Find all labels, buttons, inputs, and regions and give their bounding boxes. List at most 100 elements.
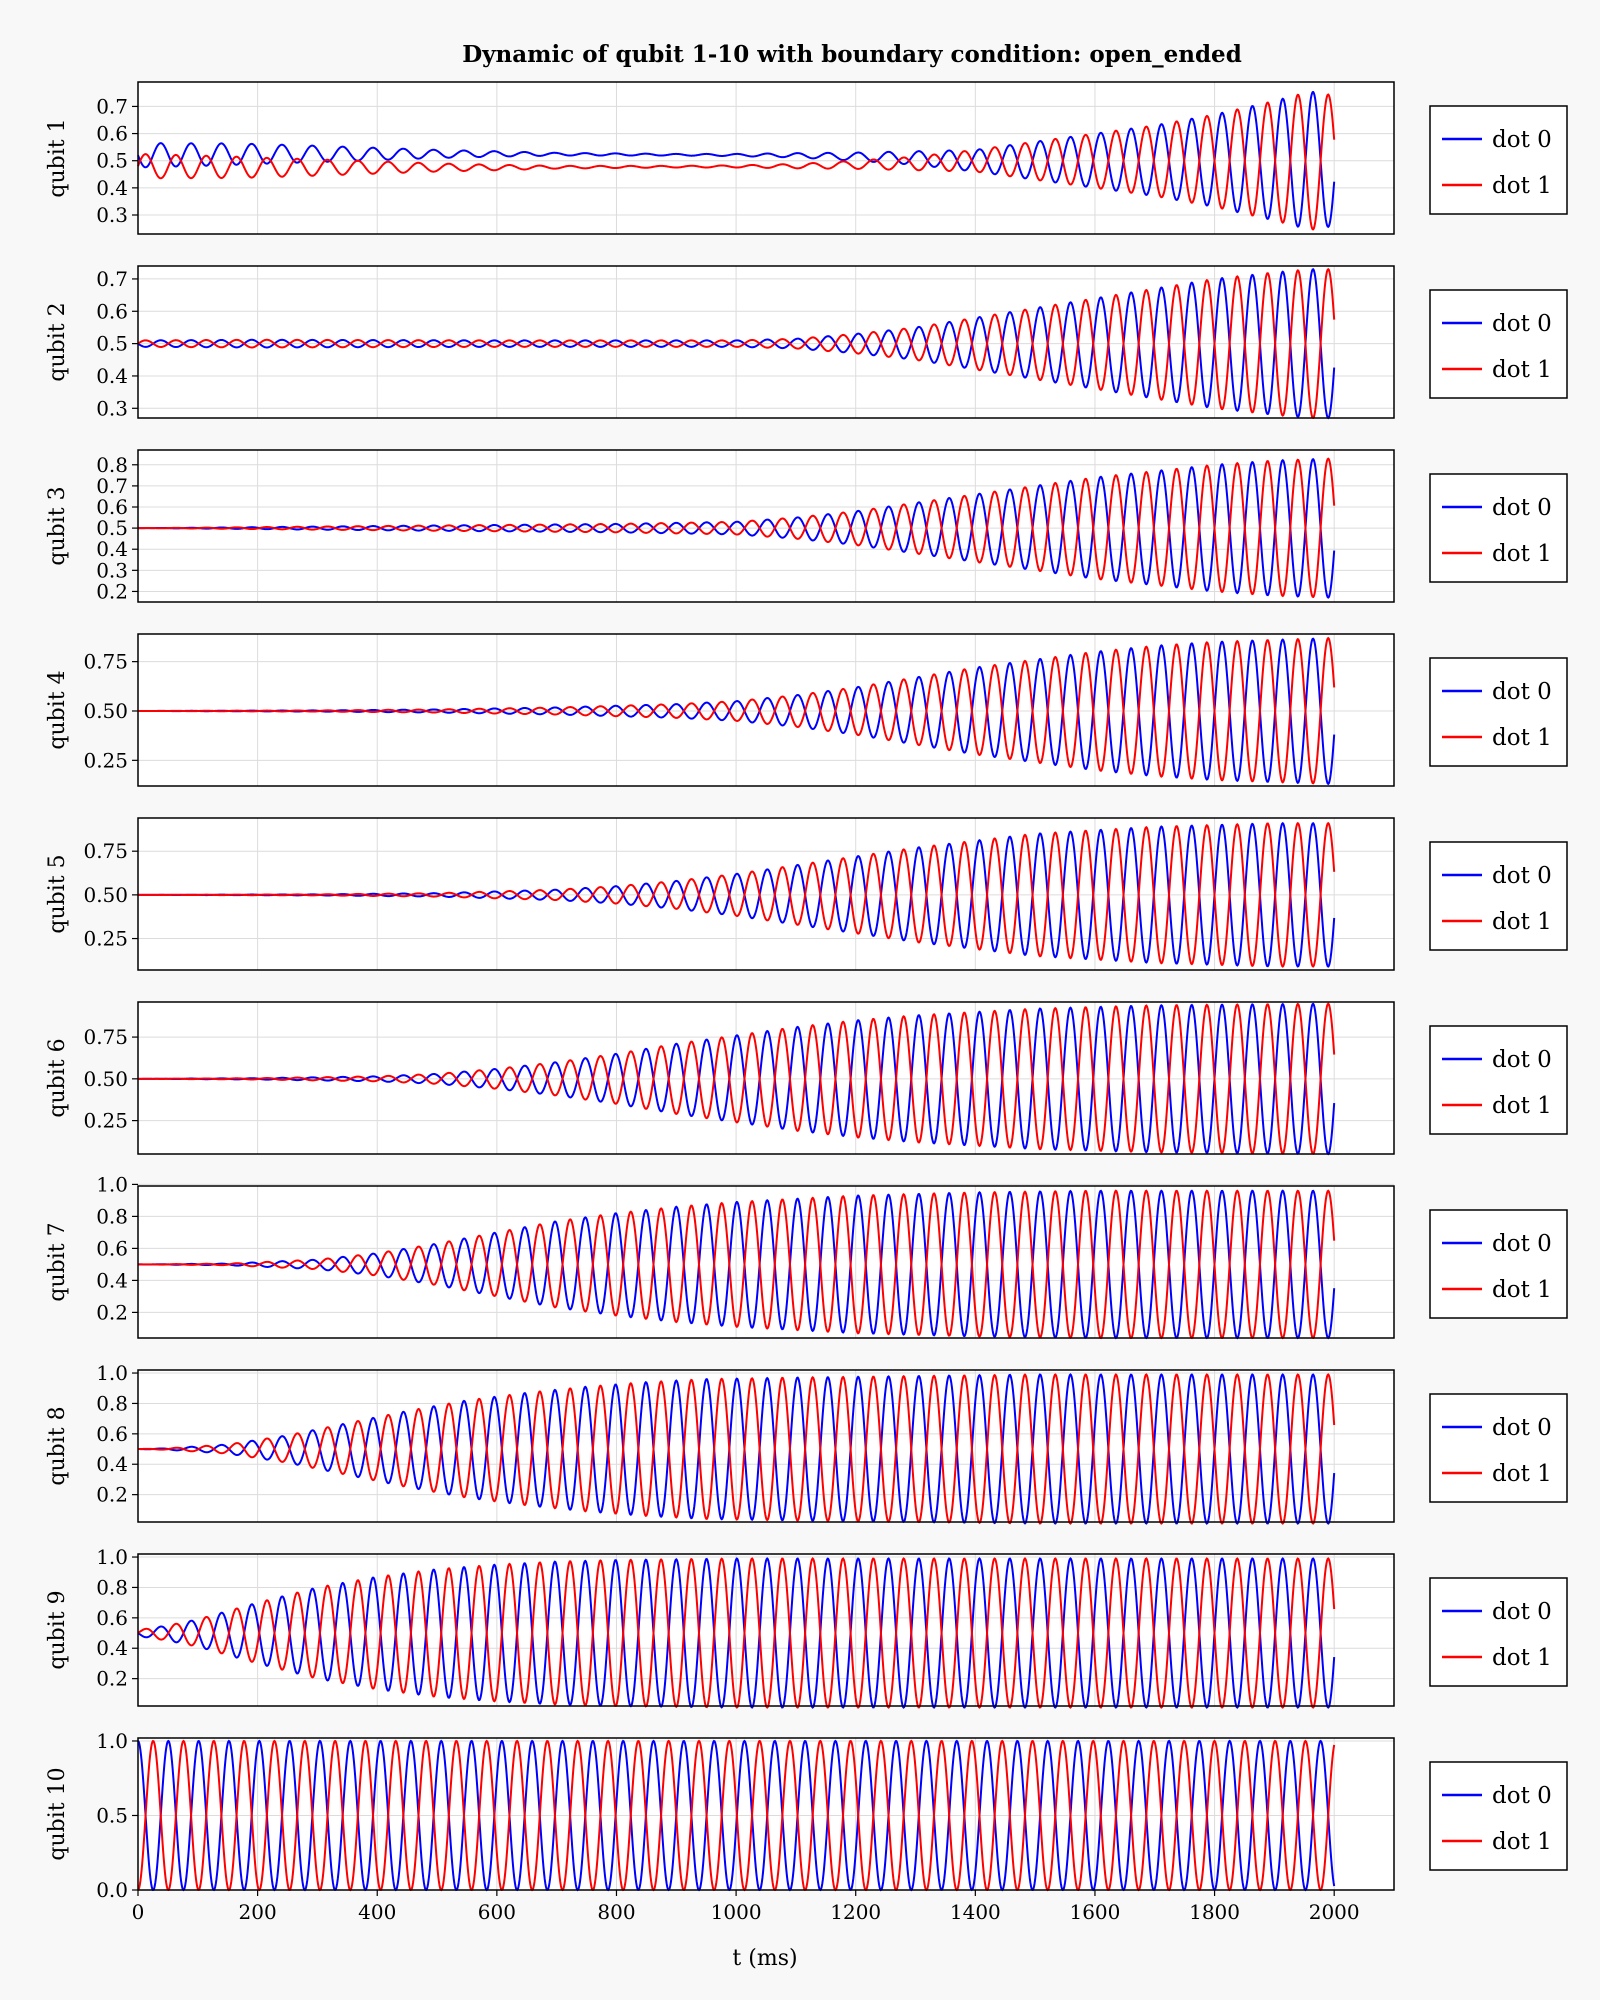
- y-tick-label: 0.25: [83, 1109, 128, 1133]
- panel-qubit-8: 0.2 0.4 0.6 0.8 1.0 qubit 8 dot 0 dot 1: [45, 1361, 1568, 1525]
- y-tick-label: 0.2: [96, 1300, 128, 1324]
- legend-label-dot-0: dot 0: [1492, 495, 1552, 521]
- y-axis-label: qubit 6: [45, 1038, 70, 1117]
- series-line-dot-1: [137, 1739, 1336, 1892]
- y-tick-label: 0.75: [83, 650, 128, 674]
- legend-label-dot-1: dot 1: [1492, 1645, 1552, 1671]
- series-line-dot-1: [138, 457, 1336, 599]
- legend-box: [1429, 841, 1568, 951]
- legend-box: [1429, 473, 1568, 583]
- series-line-dot-0: [138, 1373, 1336, 1525]
- y-tick-label: 0.2: [96, 579, 128, 603]
- series-line-dot-0: [137, 1557, 1336, 1709]
- y-tick-label: 0.4: [96, 1268, 128, 1292]
- y-axis-label: qubit 5: [45, 854, 70, 933]
- y-axis-label: qubit 7: [45, 1222, 70, 1301]
- y-tick-label: 0.5: [96, 149, 128, 173]
- legend-label-dot-1: dot 1: [1492, 1093, 1552, 1119]
- y-tick-label: 0.50: [83, 1067, 128, 1091]
- series-line-dot-0: [138, 1002, 1336, 1156]
- legend-label-dot-0: dot 0: [1492, 1047, 1552, 1073]
- y-tick-label: 1.0: [96, 1361, 128, 1385]
- plot-frame: [137, 81, 1395, 235]
- x-tick-label: 1600: [1069, 1900, 1120, 1924]
- y-tick-label: 0.6: [96, 1236, 128, 1260]
- series-line-dot-1: [138, 821, 1336, 968]
- y-tick-label: 0.4: [96, 1636, 128, 1660]
- y-tick-label: 0.4: [96, 364, 128, 388]
- panel-qubit-5: 0.25 0.50 0.75 qubit 5 dot 0 dot 1: [45, 817, 1568, 971]
- series-line-dot-0: [137, 91, 1336, 229]
- legend-label-dot-1: dot 1: [1492, 1461, 1552, 1487]
- legend-box: [1429, 1577, 1568, 1687]
- plot-area: [138, 1554, 1394, 1706]
- x-tick-label: 800: [597, 1900, 635, 1924]
- y-tick-label: 0.5: [96, 1803, 128, 1827]
- plot-frame: [137, 1369, 1395, 1523]
- x-tick-label: 0: [132, 1900, 145, 1924]
- plot-frame: [137, 817, 1395, 971]
- y-tick-label: 0.25: [83, 748, 128, 772]
- y-tick-label: 0.50: [83, 699, 128, 723]
- y-axis-label: qubit 10: [45, 1767, 70, 1860]
- legend-box: [1429, 1393, 1568, 1503]
- y-tick-label: 0.8: [96, 1575, 128, 1599]
- legend-label-dot-0: dot 0: [1492, 863, 1552, 889]
- plot-area: [138, 1370, 1394, 1522]
- legend: dot 0 dot 1: [1429, 1577, 1568, 1687]
- legend-label-dot-0: dot 0: [1492, 1415, 1552, 1441]
- y-tick-label: 0.75: [83, 1025, 128, 1049]
- legend-box: [1429, 1761, 1568, 1871]
- legend-box: [1429, 105, 1568, 215]
- legend-label-dot-1: dot 1: [1492, 541, 1552, 567]
- plot-area: [138, 82, 1394, 234]
- y-tick-label: 0.4: [96, 176, 128, 200]
- series-line-dot-0: [138, 458, 1336, 599]
- legend: dot 0 dot 1: [1429, 1025, 1568, 1135]
- legend-label-dot-1: dot 1: [1492, 725, 1552, 751]
- panel-qubit-1: 0.3 0.4 0.5 0.6 0.7 qubit 1 dot 0 dot 1: [45, 81, 1568, 235]
- y-axis-label: qubit 3: [45, 486, 70, 565]
- legend-label-dot-0: dot 0: [1492, 679, 1552, 705]
- chart-title: Dynamic of qubit 1-10 with boundary cond…: [462, 41, 1242, 68]
- y-tick-label: 0.8: [96, 453, 128, 477]
- legend-label-dot-0: dot 0: [1492, 1599, 1552, 1625]
- y-tick-label: 0.75: [83, 839, 128, 863]
- legend: dot 0 dot 1: [1429, 1761, 1568, 1871]
- legend: dot 0 dot 1: [1429, 1209, 1568, 1319]
- plot-area: [138, 1186, 1394, 1338]
- y-tick-label: 0.7: [96, 267, 128, 291]
- panel-qubit-6: 0.25 0.50 0.75 qubit 6 dot 0 dot 1: [45, 1001, 1568, 1156]
- series-line-dot-1: [137, 1002, 1336, 1155]
- y-tick-label: 0.5: [96, 332, 128, 356]
- y-tick-label: 0.6: [96, 122, 128, 146]
- series-line-dot-1: [138, 1189, 1336, 1340]
- panel-qubit-10: 0.0 0.5 1.0 qubit 10 dot 0 dot 1: [45, 1729, 1568, 1902]
- y-axis-label: qubit 1: [45, 118, 70, 197]
- legend-box: [1429, 1025, 1568, 1135]
- legend: dot 0 dot 1: [1429, 105, 1568, 215]
- y-tick-label: 0.3: [96, 203, 128, 227]
- series-line-dot-0: [137, 268, 1336, 420]
- plot-frame: [137, 1185, 1395, 1339]
- x-tick-label: 400: [358, 1900, 396, 1924]
- series-line-dot-1: [137, 93, 1336, 231]
- plot-area: [138, 266, 1394, 418]
- legend-box: [1429, 1209, 1568, 1319]
- x-tick-label: 600: [478, 1900, 516, 1924]
- legend-label-dot-0: dot 0: [1492, 1783, 1552, 1809]
- y-axis-label: qubit 9: [45, 1590, 70, 1669]
- y-tick-label: 0.4: [96, 537, 128, 561]
- y-tick-label: 0.6: [96, 1422, 128, 1446]
- series-line-dot-0: [138, 1189, 1336, 1340]
- series-line-dot-1: [137, 267, 1336, 420]
- series-line-dot-0: [137, 1739, 1336, 1892]
- y-tick-label: 0.7: [96, 474, 128, 498]
- legend: dot 0 dot 1: [1429, 657, 1568, 767]
- y-axis-label: qubit 2: [45, 302, 70, 381]
- legend-label-dot-0: dot 0: [1492, 127, 1552, 153]
- y-axis-label: qubit 8: [45, 1406, 70, 1485]
- plot-frame: [137, 265, 1395, 419]
- plot-frame: [137, 449, 1395, 603]
